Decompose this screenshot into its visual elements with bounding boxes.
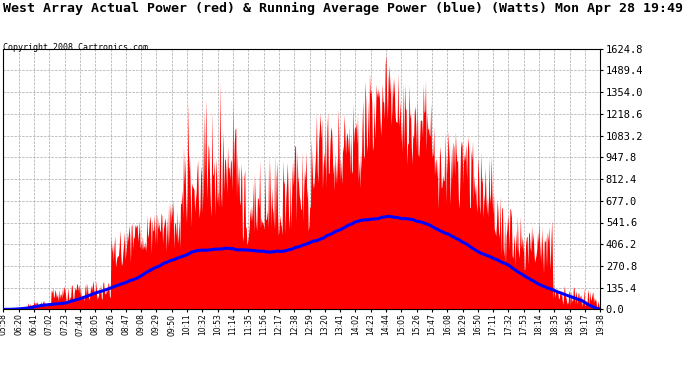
Text: Copyright 2008 Cartronics.com: Copyright 2008 Cartronics.com bbox=[3, 43, 148, 52]
Text: West Array Actual Power (red) & Running Average Power (blue) (Watts) Mon Apr 28 : West Array Actual Power (red) & Running … bbox=[3, 2, 684, 15]
